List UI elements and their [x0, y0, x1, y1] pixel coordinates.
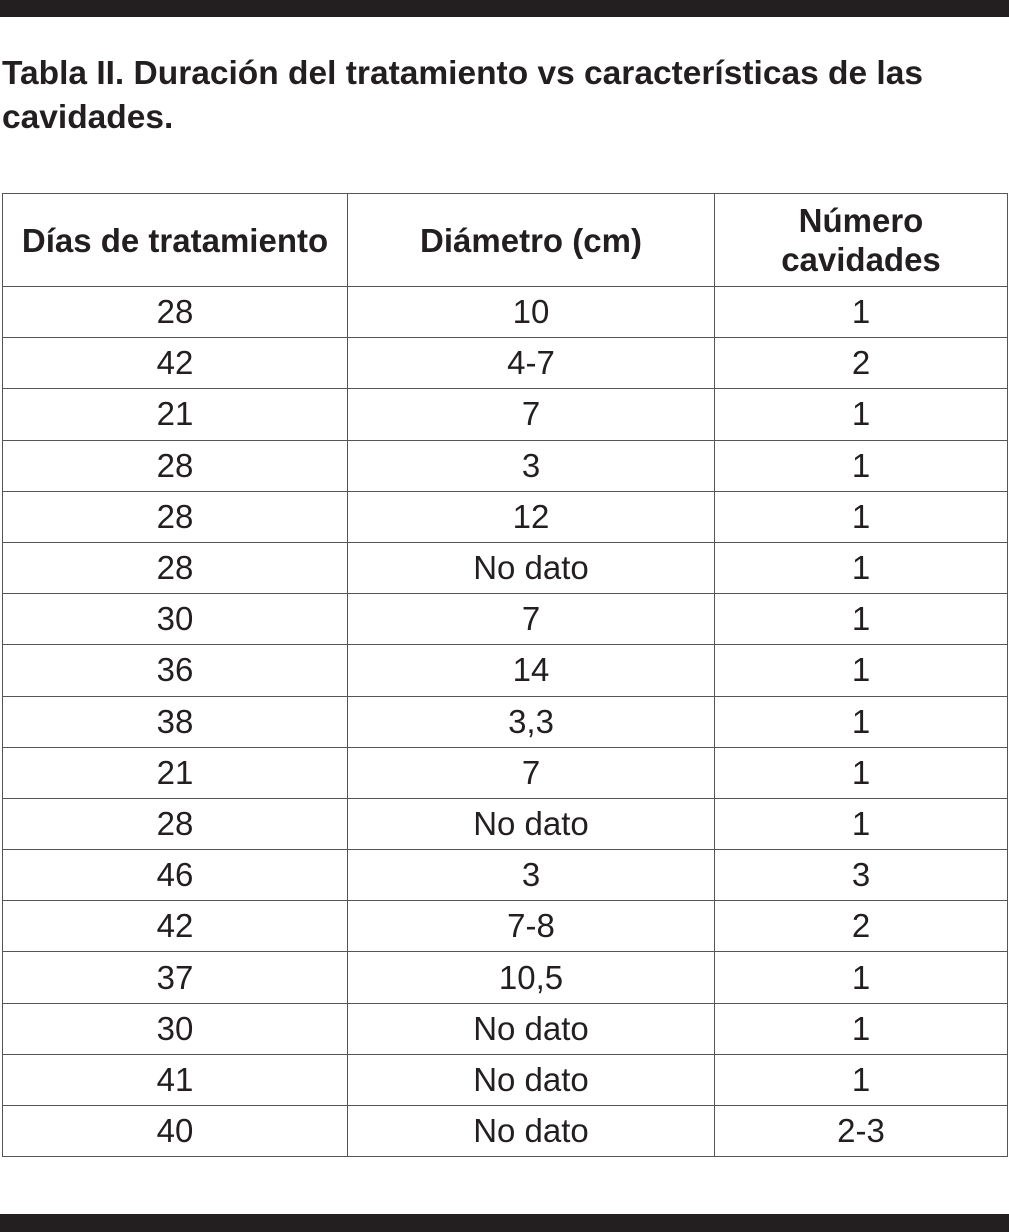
cell-dias: 28: [2, 490, 348, 543]
cell-dias: 38: [2, 695, 348, 748]
cell-numero: 1: [714, 746, 1008, 799]
cell-numero: 1: [714, 439, 1008, 492]
cell-dias: 37: [2, 951, 348, 1004]
cell-dias: 42: [2, 900, 348, 953]
cell-diametro: 3,3: [347, 695, 715, 748]
cell-diametro: No dato: [347, 1053, 715, 1107]
cell-dias: 30: [2, 593, 348, 646]
cell-dias: 28: [2, 797, 348, 851]
header-row: Días de tratamiento Diámetro (cm) Número…: [2, 193, 1008, 287]
cell-numero: 1: [714, 388, 1008, 441]
cell-diametro: No dato: [347, 797, 715, 851]
cell-dias: 28: [2, 285, 348, 339]
cell-dias: 40: [2, 1104, 348, 1158]
table-row: 42 4-7 2: [2, 337, 1008, 390]
cell-diametro: 7: [347, 593, 715, 646]
cell-dias: 30: [2, 1002, 348, 1055]
cell-numero: 1: [714, 285, 1008, 339]
cell-numero: 1: [714, 797, 1008, 851]
table-row: 28 12 1: [2, 490, 1008, 543]
table-title: Tabla II. Duración del tratamiento vs ca…: [2, 55, 924, 136]
top-rule: [0, 0, 1009, 17]
cell-diametro: 4-7: [347, 337, 715, 390]
cell-numero: 3: [714, 849, 1008, 902]
cell-dias: 41: [2, 1053, 348, 1107]
table-row: 21 7 1: [2, 388, 1008, 441]
cell-diametro: No dato: [347, 1104, 715, 1158]
table-row: 36 14 1: [2, 644, 1008, 697]
cell-diametro: 7-8: [347, 900, 715, 953]
table-row: 40 No dato 2-3: [2, 1104, 1008, 1158]
cell-diametro: 3: [347, 439, 715, 492]
cell-diametro: 3: [347, 849, 715, 902]
cell-dias: 46: [2, 849, 348, 902]
cell-numero: 1: [714, 695, 1008, 748]
cell-dias: 21: [2, 388, 348, 441]
cell-numero: 1: [714, 593, 1008, 646]
cell-numero: 1: [714, 951, 1008, 1004]
cell-diametro: No dato: [347, 541, 715, 595]
data-table: Días de tratamiento Diámetro (cm) Número…: [2, 193, 1008, 1158]
table-row: 30 7 1: [2, 593, 1008, 646]
table-row: 28 3 1: [2, 439, 1008, 492]
cell-diametro: No dato: [347, 1002, 715, 1055]
cell-dias: 36: [2, 644, 348, 697]
table-row: 38 3,3 1: [2, 695, 1008, 748]
cell-dias: 28: [2, 439, 348, 492]
cell-dias: 21: [2, 746, 348, 799]
table-row: 30 No dato 1: [2, 1002, 1008, 1055]
cell-dias: 28: [2, 541, 348, 595]
cell-diametro: 12: [347, 490, 715, 543]
cell-diametro: 14: [347, 644, 715, 697]
header-diametro: Diámetro (cm): [347, 193, 715, 287]
table-row: 41 No dato 1: [2, 1053, 1008, 1107]
cell-numero: 2: [714, 337, 1008, 390]
cell-diametro: 7: [347, 746, 715, 799]
cell-diametro: 7: [347, 388, 715, 441]
table-row: 42 7-8 2: [2, 900, 1008, 953]
cell-numero: 1: [714, 644, 1008, 697]
cell-numero: 1: [714, 490, 1008, 543]
table-row: 28 No dato 1: [2, 541, 1008, 595]
cell-numero: 2-3: [714, 1104, 1008, 1158]
table-row: 37 10,5 1: [2, 951, 1008, 1004]
header-dias: Días de tratamiento: [2, 193, 348, 287]
table-row: 28 10 1: [2, 285, 1008, 339]
table-row: 46 3 3: [2, 849, 1008, 902]
cell-numero: 1: [714, 1002, 1008, 1055]
cell-numero: 1: [714, 1053, 1008, 1107]
bottom-rule: [0, 1214, 1009, 1232]
cell-diametro: 10: [347, 285, 715, 339]
cell-numero: 2: [714, 900, 1008, 953]
cell-diametro: 10,5: [347, 951, 715, 1004]
table-row: 21 7 1: [2, 746, 1008, 799]
header-numero: Número cavidades: [714, 193, 1008, 287]
table-row: 28 No dato 1: [2, 797, 1008, 851]
cell-numero: 1: [714, 541, 1008, 595]
cell-dias: 42: [2, 337, 348, 390]
